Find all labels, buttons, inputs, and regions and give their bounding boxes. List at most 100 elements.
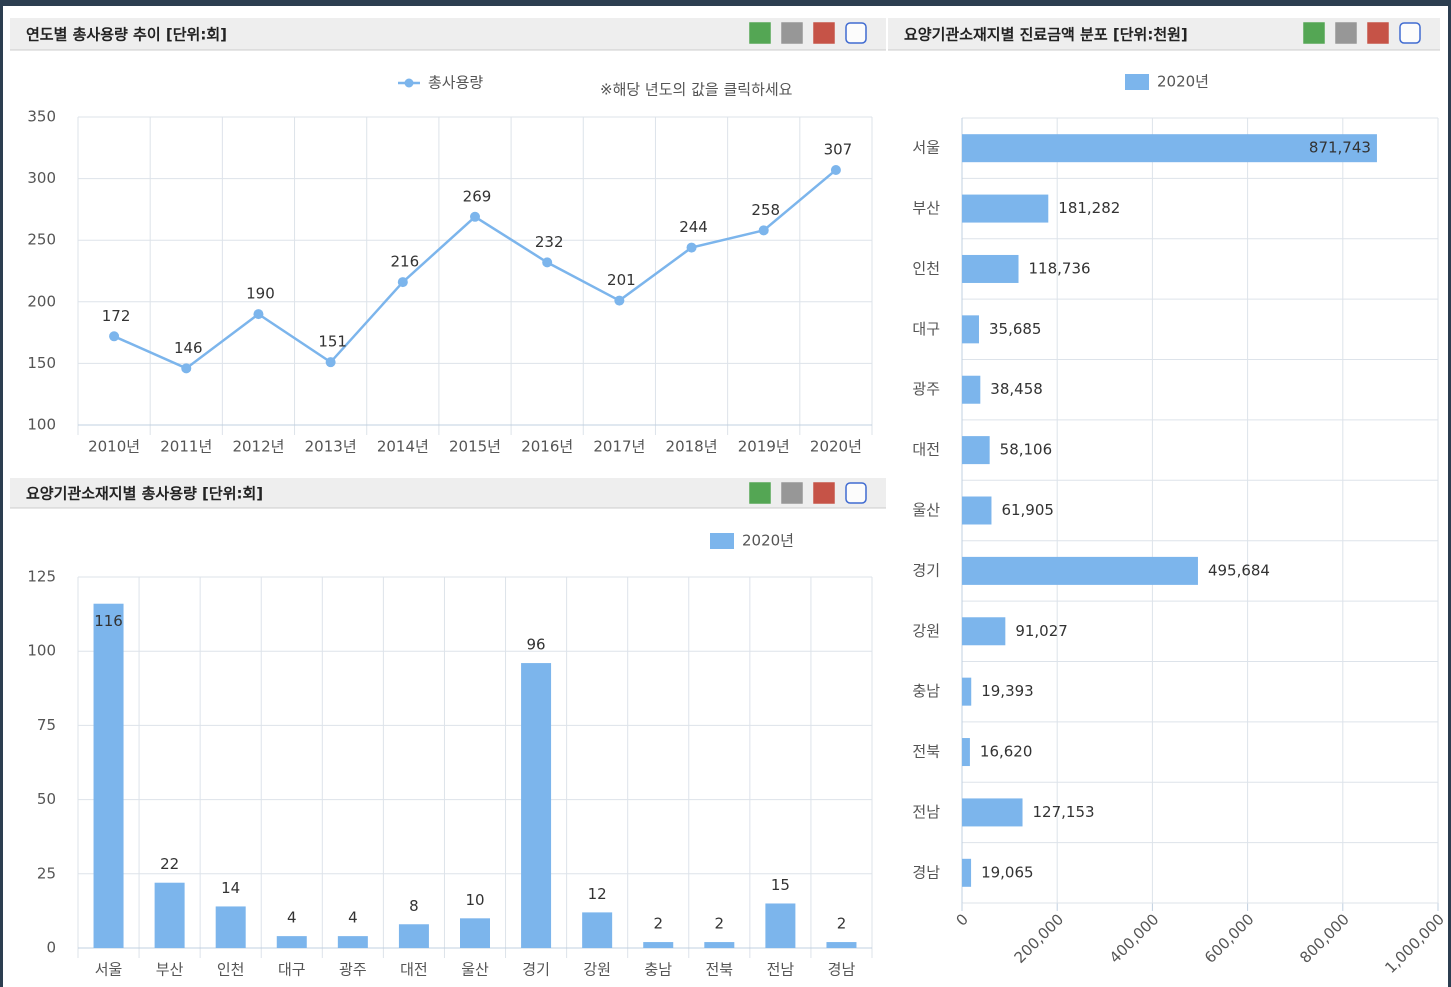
bar bbox=[704, 942, 735, 948]
bar bbox=[962, 134, 1377, 163]
y-tick-label: 300 bbox=[27, 169, 56, 187]
toolbar-icon bbox=[1367, 22, 1389, 44]
point bbox=[325, 357, 336, 368]
bar bbox=[962, 436, 990, 465]
panel-header bbox=[10, 18, 886, 50]
bar bbox=[276, 936, 307, 948]
y-tick-label: 0 bbox=[46, 939, 56, 957]
bar bbox=[582, 912, 613, 948]
y-tick-label: 부산 bbox=[912, 199, 940, 217]
x-tick-label: 강원 bbox=[583, 961, 611, 979]
data-label: 16,620 bbox=[980, 743, 1033, 761]
toolbar-icon bbox=[845, 482, 867, 504]
y-tick-label: 충남 bbox=[912, 682, 940, 700]
toolbar-icon bbox=[845, 22, 867, 44]
x-tick-label: 2011년 bbox=[160, 438, 212, 456]
data-label: 22 bbox=[160, 855, 179, 873]
data-label: 307 bbox=[824, 140, 853, 158]
data-label: 151 bbox=[318, 333, 347, 351]
data-label: 244 bbox=[679, 218, 708, 236]
bar bbox=[643, 942, 674, 948]
x-tick-label: 경기 bbox=[522, 961, 550, 979]
point bbox=[830, 164, 841, 175]
x-tick-label: 경남 bbox=[828, 961, 856, 979]
data-label: 116 bbox=[94, 612, 123, 630]
toolbar-icon bbox=[749, 482, 771, 504]
legend-swatch bbox=[1125, 74, 1149, 90]
bar bbox=[398, 924, 429, 948]
data-label: 216 bbox=[390, 253, 419, 271]
y-tick-label: 강원 bbox=[912, 622, 940, 640]
data-label: 269 bbox=[463, 187, 492, 205]
y-tick-label: 대구 bbox=[912, 320, 940, 338]
x-tick-label: 2018년 bbox=[666, 438, 718, 456]
y-tick-label: 50 bbox=[37, 790, 56, 808]
x-tick-label: 인천 bbox=[217, 961, 245, 979]
panel-title: 요양기관소재지별 진료금액 분포 [단위:천원] bbox=[904, 26, 1188, 44]
data-label: 2 bbox=[837, 915, 847, 933]
bar bbox=[962, 254, 1019, 283]
point bbox=[397, 277, 408, 288]
data-label: 871,743 bbox=[1309, 139, 1371, 157]
bar bbox=[962, 617, 1006, 646]
data-label: 12 bbox=[588, 885, 607, 903]
toolbar-icon bbox=[1303, 22, 1325, 44]
panel-title: 요양기관소재지별 총사용량 [단위:회] bbox=[26, 485, 263, 503]
x-tick-label: 2010년 bbox=[88, 438, 140, 456]
data-label: 19,393 bbox=[981, 682, 1034, 700]
data-label: 258 bbox=[751, 201, 780, 219]
x-tick-label: 전북 bbox=[706, 961, 734, 979]
point bbox=[470, 211, 480, 222]
data-label: 172 bbox=[102, 307, 131, 325]
x-tick-label: 부산 bbox=[156, 961, 184, 979]
bar bbox=[962, 375, 981, 404]
y-tick-label: 울산 bbox=[912, 501, 940, 519]
x-tick-label: 2020년 bbox=[810, 438, 862, 456]
bar bbox=[765, 903, 796, 948]
bar bbox=[962, 556, 1198, 585]
annotation: ※해당 년도의 값을 클릭하세요 bbox=[600, 81, 793, 99]
data-label: 8 bbox=[409, 897, 419, 915]
data-label: 127,153 bbox=[1033, 803, 1095, 821]
bar bbox=[215, 906, 246, 948]
legend-swatch bbox=[710, 533, 734, 549]
data-label: 495,684 bbox=[1208, 561, 1270, 579]
data-label: 35,685 bbox=[989, 320, 1042, 338]
x-tick-label: 대구 bbox=[278, 961, 306, 979]
bar bbox=[962, 738, 970, 767]
legend-marker bbox=[404, 78, 414, 88]
point bbox=[181, 363, 192, 374]
x-tick-label: 2013년 bbox=[305, 438, 357, 456]
data-label: 201 bbox=[607, 271, 636, 289]
x-tick-label: 서울 bbox=[95, 961, 123, 979]
data-label: 2 bbox=[653, 915, 663, 933]
data-label: 118,736 bbox=[1029, 259, 1091, 277]
point bbox=[109, 331, 120, 342]
data-label: 38,458 bbox=[990, 380, 1043, 398]
y-tick-label: 100 bbox=[27, 416, 56, 434]
y-tick-label: 150 bbox=[27, 354, 56, 372]
y-tick-label: 대전 bbox=[912, 441, 940, 459]
toolbar-icon bbox=[1335, 22, 1357, 44]
x-tick-label: 2012년 bbox=[232, 438, 284, 456]
x-tick-label: 2019년 bbox=[738, 438, 790, 456]
point bbox=[758, 225, 769, 236]
bar bbox=[93, 603, 124, 948]
data-label: 181,282 bbox=[1058, 199, 1120, 217]
data-label: 96 bbox=[527, 636, 546, 654]
x-tick-label: 2014년 bbox=[377, 438, 429, 456]
panel-header bbox=[10, 478, 886, 508]
bar bbox=[962, 798, 1023, 827]
y-tick-label: 100 bbox=[27, 642, 56, 660]
data-label: 91,027 bbox=[1015, 622, 1068, 640]
point bbox=[253, 309, 264, 320]
x-tick-label: 대전 bbox=[400, 961, 428, 979]
legend-label: 총사용량 bbox=[428, 74, 483, 92]
bar bbox=[962, 677, 972, 706]
data-label: 10 bbox=[465, 891, 484, 909]
y-tick-label: 경기 bbox=[912, 561, 940, 579]
bar bbox=[962, 858, 972, 887]
data-label: 19,065 bbox=[981, 863, 1034, 881]
bar bbox=[962, 194, 1049, 223]
